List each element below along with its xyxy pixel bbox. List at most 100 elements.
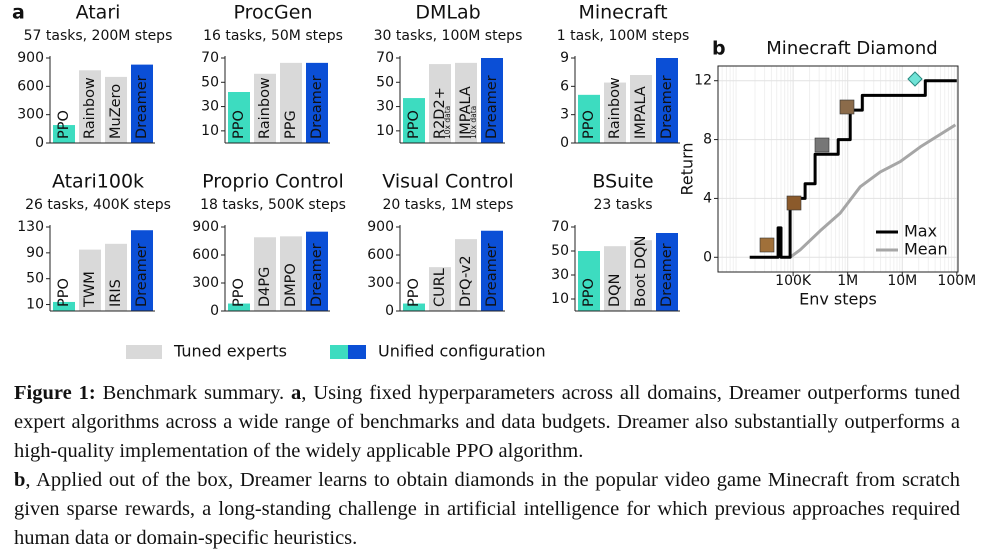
chart-subtitle: 20 tasks, 1M steps bbox=[383, 197, 514, 213]
caption-panel: a bbox=[291, 382, 302, 404]
figure: a b Tuned experts Unified configuration … bbox=[12, 2, 976, 361]
bar bbox=[105, 243, 127, 311]
bar-label: Dreamer bbox=[309, 75, 325, 139]
bar-label: PPO bbox=[56, 110, 72, 139]
chart-title: BSuite bbox=[592, 171, 653, 193]
caption-label: Figure 1: bbox=[14, 382, 96, 404]
chart-title: DMLab bbox=[415, 2, 480, 24]
caption-text: , Applied out of the box, Dreamer learns… bbox=[14, 469, 960, 549]
chart-title: Minecraft bbox=[578, 2, 667, 24]
chart-title: ProcGen bbox=[233, 2, 312, 24]
bar-label: TWM bbox=[82, 271, 98, 308]
item-icon bbox=[814, 137, 830, 153]
chart-subtitle: 18 tasks, 500K steps bbox=[200, 197, 346, 213]
bar bbox=[455, 62, 477, 143]
caption-text: , Using fixed hyperparameters across all… bbox=[14, 382, 961, 462]
bar bbox=[79, 249, 101, 311]
chart-subtitle: 30 tasks, 100M steps bbox=[374, 28, 523, 44]
chart-subtitle: 16 tasks, 50M steps bbox=[203, 28, 343, 44]
y-tick-label: 0 bbox=[210, 303, 219, 319]
legend-swatch bbox=[348, 345, 366, 359]
y-tick-label: 4 bbox=[703, 190, 712, 206]
y-tick-label: 3 bbox=[560, 107, 569, 123]
caption-title: Benchmark summary. bbox=[102, 382, 285, 404]
y-tick-label: 12 bbox=[694, 73, 712, 89]
bar-label: PPO bbox=[56, 278, 72, 307]
plot-frame bbox=[717, 65, 959, 273]
y-tick-label: 0 bbox=[703, 249, 712, 265]
chart-subtitle: 1 task, 100M steps bbox=[557, 28, 690, 44]
item-icon bbox=[786, 195, 802, 211]
bar-label: Dreamer bbox=[134, 243, 150, 307]
bar bbox=[53, 125, 75, 143]
y-tick-label: 9 bbox=[560, 50, 569, 66]
y-tick-label: 900 bbox=[17, 50, 44, 66]
bar-label: DQN bbox=[607, 274, 623, 307]
chart-subtitle: 26 tasks, 400K steps bbox=[25, 197, 171, 213]
bar bbox=[131, 230, 153, 311]
bar-label: PPO bbox=[581, 110, 597, 139]
y-tick-label: 900 bbox=[367, 219, 394, 235]
bar bbox=[604, 246, 626, 311]
bar-label: Dreamer bbox=[134, 75, 150, 139]
bar bbox=[604, 82, 626, 143]
item-icon bbox=[907, 71, 923, 87]
bar-label: Rainbow bbox=[607, 77, 623, 139]
bar bbox=[481, 230, 503, 311]
bar bbox=[254, 73, 276, 143]
bar bbox=[306, 62, 328, 143]
bar bbox=[280, 62, 302, 143]
bar-label: PPG bbox=[283, 110, 299, 139]
y-tick-label: 50 bbox=[376, 74, 394, 90]
bar-label: IMPALA bbox=[633, 86, 649, 139]
series-line bbox=[789, 123, 957, 259]
caption: Figure 1: Benchmark summary. a, Using fi… bbox=[14, 379, 960, 553]
bar-label: PPO bbox=[231, 278, 247, 307]
panel-label: a bbox=[12, 2, 25, 24]
y-tick-label: 10 bbox=[201, 123, 219, 139]
bar-label: Dreamer bbox=[659, 243, 675, 307]
bar bbox=[578, 94, 600, 143]
bar bbox=[630, 240, 652, 311]
bar-label: PPO bbox=[406, 278, 422, 307]
bar-label: DMPO bbox=[283, 263, 299, 307]
y-tick-label: 70 bbox=[201, 50, 219, 66]
legend-label: Unified configuration bbox=[378, 342, 546, 361]
bar bbox=[403, 98, 425, 143]
bar-label: CURL bbox=[432, 268, 448, 307]
y-tick-label: 90 bbox=[26, 245, 44, 261]
item-icon bbox=[759, 237, 775, 253]
bar-label: IRIS bbox=[108, 279, 124, 307]
y-tick-label: 130 bbox=[17, 219, 44, 235]
bar bbox=[656, 58, 678, 143]
bar bbox=[105, 76, 127, 143]
bar bbox=[228, 92, 250, 143]
bar bbox=[455, 239, 477, 311]
y-tick-label: 900 bbox=[192, 219, 219, 235]
chart-title: Visual Control bbox=[382, 171, 513, 193]
bar-label: Dreamer bbox=[484, 75, 500, 139]
bar-note: 10x data bbox=[443, 106, 452, 139]
caption-panel: b bbox=[14, 469, 26, 491]
chart-title: Atari100k bbox=[52, 171, 144, 193]
y-tick-label: 30 bbox=[201, 99, 219, 115]
y-tick-label: 0 bbox=[35, 135, 44, 151]
bar-label: PPO bbox=[406, 110, 422, 139]
chart-subtitle: 23 tasks bbox=[593, 197, 652, 213]
legend-label: Tuned experts bbox=[173, 342, 287, 361]
bar-note: 10x data bbox=[469, 106, 478, 139]
y-tick-label: 10 bbox=[26, 297, 44, 313]
y-tick-label: 300 bbox=[17, 107, 44, 123]
y-axis-label: Return bbox=[678, 142, 697, 195]
bar-label: PPO bbox=[231, 110, 247, 139]
y-tick-label: 50 bbox=[551, 243, 569, 259]
bar-label: Dreamer bbox=[659, 75, 675, 139]
legend-swatch bbox=[330, 345, 348, 359]
bar-label: DrQ-v2 bbox=[458, 255, 474, 307]
item-icon bbox=[839, 99, 855, 115]
bar bbox=[79, 70, 101, 143]
chart-title: Minecraft Diamond bbox=[766, 38, 937, 59]
y-tick-label: 30 bbox=[551, 267, 569, 283]
bar bbox=[280, 236, 302, 311]
